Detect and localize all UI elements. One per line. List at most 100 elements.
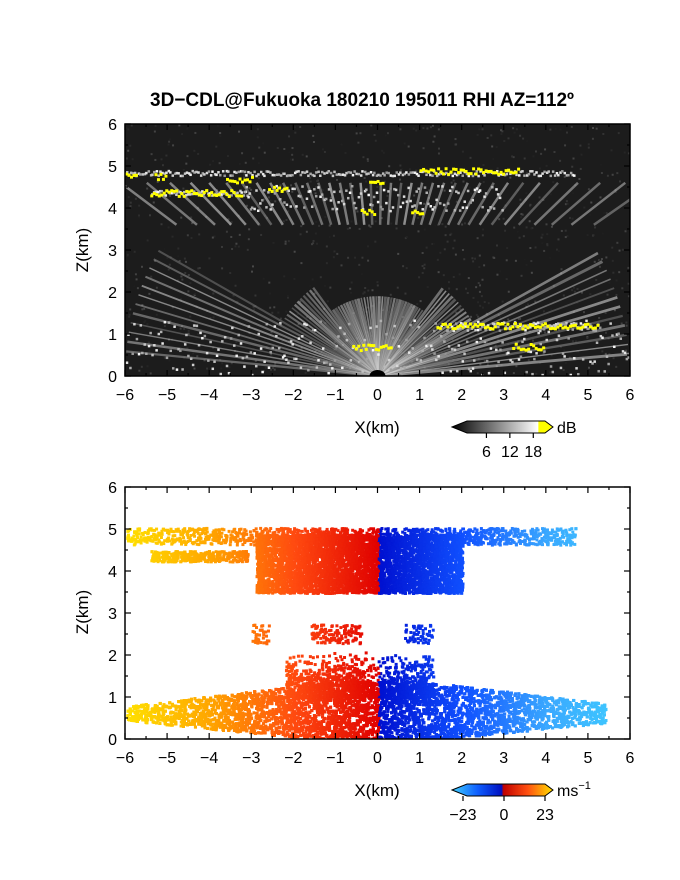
strong-echo-pixel	[536, 325, 540, 329]
strong-echo-pixel	[427, 170, 431, 174]
velocity-pixel	[309, 528, 313, 532]
echo-pixel	[550, 325, 554, 329]
velocity-pixel	[179, 532, 183, 536]
velocity-pixel	[140, 538, 144, 542]
velocity-pixel	[175, 537, 179, 541]
noise-pixel	[154, 158, 157, 161]
noise-pixel	[478, 266, 481, 269]
velocity-pixel	[206, 558, 210, 562]
noise-pixel	[463, 258, 466, 261]
strong-echo-pixel	[359, 349, 363, 353]
echo-pixel	[327, 188, 331, 191]
noise-pixel	[433, 306, 436, 309]
echo-pixel	[536, 321, 540, 324]
echo-pixel	[581, 358, 585, 361]
velocity-pixel	[163, 528, 167, 532]
noise-pixel	[286, 296, 289, 299]
noise-pixel	[198, 233, 201, 236]
velocity-pixel	[148, 527, 152, 531]
y-tick-label: 4	[108, 201, 117, 218]
echo-pixel	[548, 324, 552, 327]
echo-pixel	[331, 174, 335, 178]
velocity-pixel	[146, 530, 150, 534]
velocity-pixel	[303, 527, 307, 531]
echo-pixel	[439, 335, 443, 338]
echo-pixel	[521, 170, 524, 173]
velocity-pixel	[174, 528, 178, 532]
echo-pixel	[245, 174, 248, 177]
noise-pixel	[477, 301, 480, 304]
velocity-pixel	[259, 526, 263, 530]
noise-pixel	[541, 233, 544, 236]
noise-pixel	[335, 178, 338, 181]
velocity-pixel	[371, 530, 375, 534]
noise-pixel	[520, 216, 523, 219]
echo-pixel	[553, 174, 557, 177]
noise-pixel	[326, 300, 329, 303]
noise-pixel	[565, 131, 568, 134]
noise-pixel	[386, 194, 389, 197]
strong-echo-pixel	[377, 348, 381, 352]
velocity-pixel	[378, 531, 382, 535]
velocity-pixel	[555, 534, 559, 538]
velocity-pixel	[187, 555, 191, 559]
velocity-pixel	[192, 531, 196, 535]
noise-pixel	[368, 224, 371, 227]
strong-echo-pixel	[167, 190, 171, 194]
echo-pixel	[382, 188, 386, 192]
velocity-pixel	[152, 532, 156, 536]
echo-pixel	[479, 337, 483, 340]
noise-pixel	[600, 171, 603, 174]
echo-pixel	[455, 190, 458, 193]
noise-pixel	[517, 318, 520, 321]
velocity-pixel	[564, 530, 568, 534]
velocity-pixel	[496, 536, 500, 540]
echo-pixel	[159, 330, 163, 334]
strong-echo-pixel	[379, 345, 383, 349]
noise-pixel	[221, 362, 224, 365]
noise-pixel	[405, 267, 408, 270]
velocity-pixel	[541, 530, 545, 534]
echo-ray	[240, 182, 273, 226]
echo-pixel	[443, 340, 446, 343]
velocity-pixel	[178, 551, 182, 555]
velocity-pixel	[522, 533, 526, 537]
noise-pixel	[138, 369, 141, 372]
noise-pixel	[245, 204, 248, 207]
noise-pixel	[573, 290, 576, 293]
velocity-pixel	[222, 539, 226, 543]
noise-pixel	[627, 266, 630, 269]
velocity-pixel	[202, 527, 206, 531]
noise-pixel	[427, 189, 430, 192]
velocity-pixel	[170, 560, 174, 564]
echo-pixel	[265, 322, 269, 326]
echo-pixel	[267, 170, 270, 173]
velocity-pixel	[364, 538, 368, 542]
echo-pixel	[375, 191, 379, 194]
velocity-pixel	[523, 539, 527, 543]
velocity-pixel	[496, 531, 500, 535]
noise-pixel	[212, 160, 215, 163]
noise-pixel	[448, 287, 451, 290]
noise-pixel	[566, 235, 569, 238]
velocity-pixel	[134, 530, 138, 534]
echo-pixel	[348, 191, 352, 195]
velocity-pixel	[245, 532, 249, 536]
strong-echo-pixel	[182, 194, 186, 198]
echo-ray	[138, 294, 378, 376]
velocity-pixel	[430, 528, 434, 532]
noise-pixel	[473, 349, 476, 352]
velocity-pixel	[144, 536, 148, 540]
echo-pixel	[434, 322, 437, 325]
noise-pixel	[344, 151, 347, 154]
echo-pixel	[619, 337, 623, 340]
echo-pixel	[483, 174, 486, 177]
echo-pixel	[183, 343, 187, 346]
velocity-pixel	[205, 526, 209, 530]
noise-pixel	[477, 282, 480, 285]
velocity-pixel	[376, 530, 380, 534]
echo-pixel	[353, 364, 357, 368]
velocity-pixel	[138, 538, 142, 542]
reflectivity-colorbar-tick-labels: 6 12 18	[482, 444, 542, 461]
noise-pixel	[404, 292, 407, 295]
